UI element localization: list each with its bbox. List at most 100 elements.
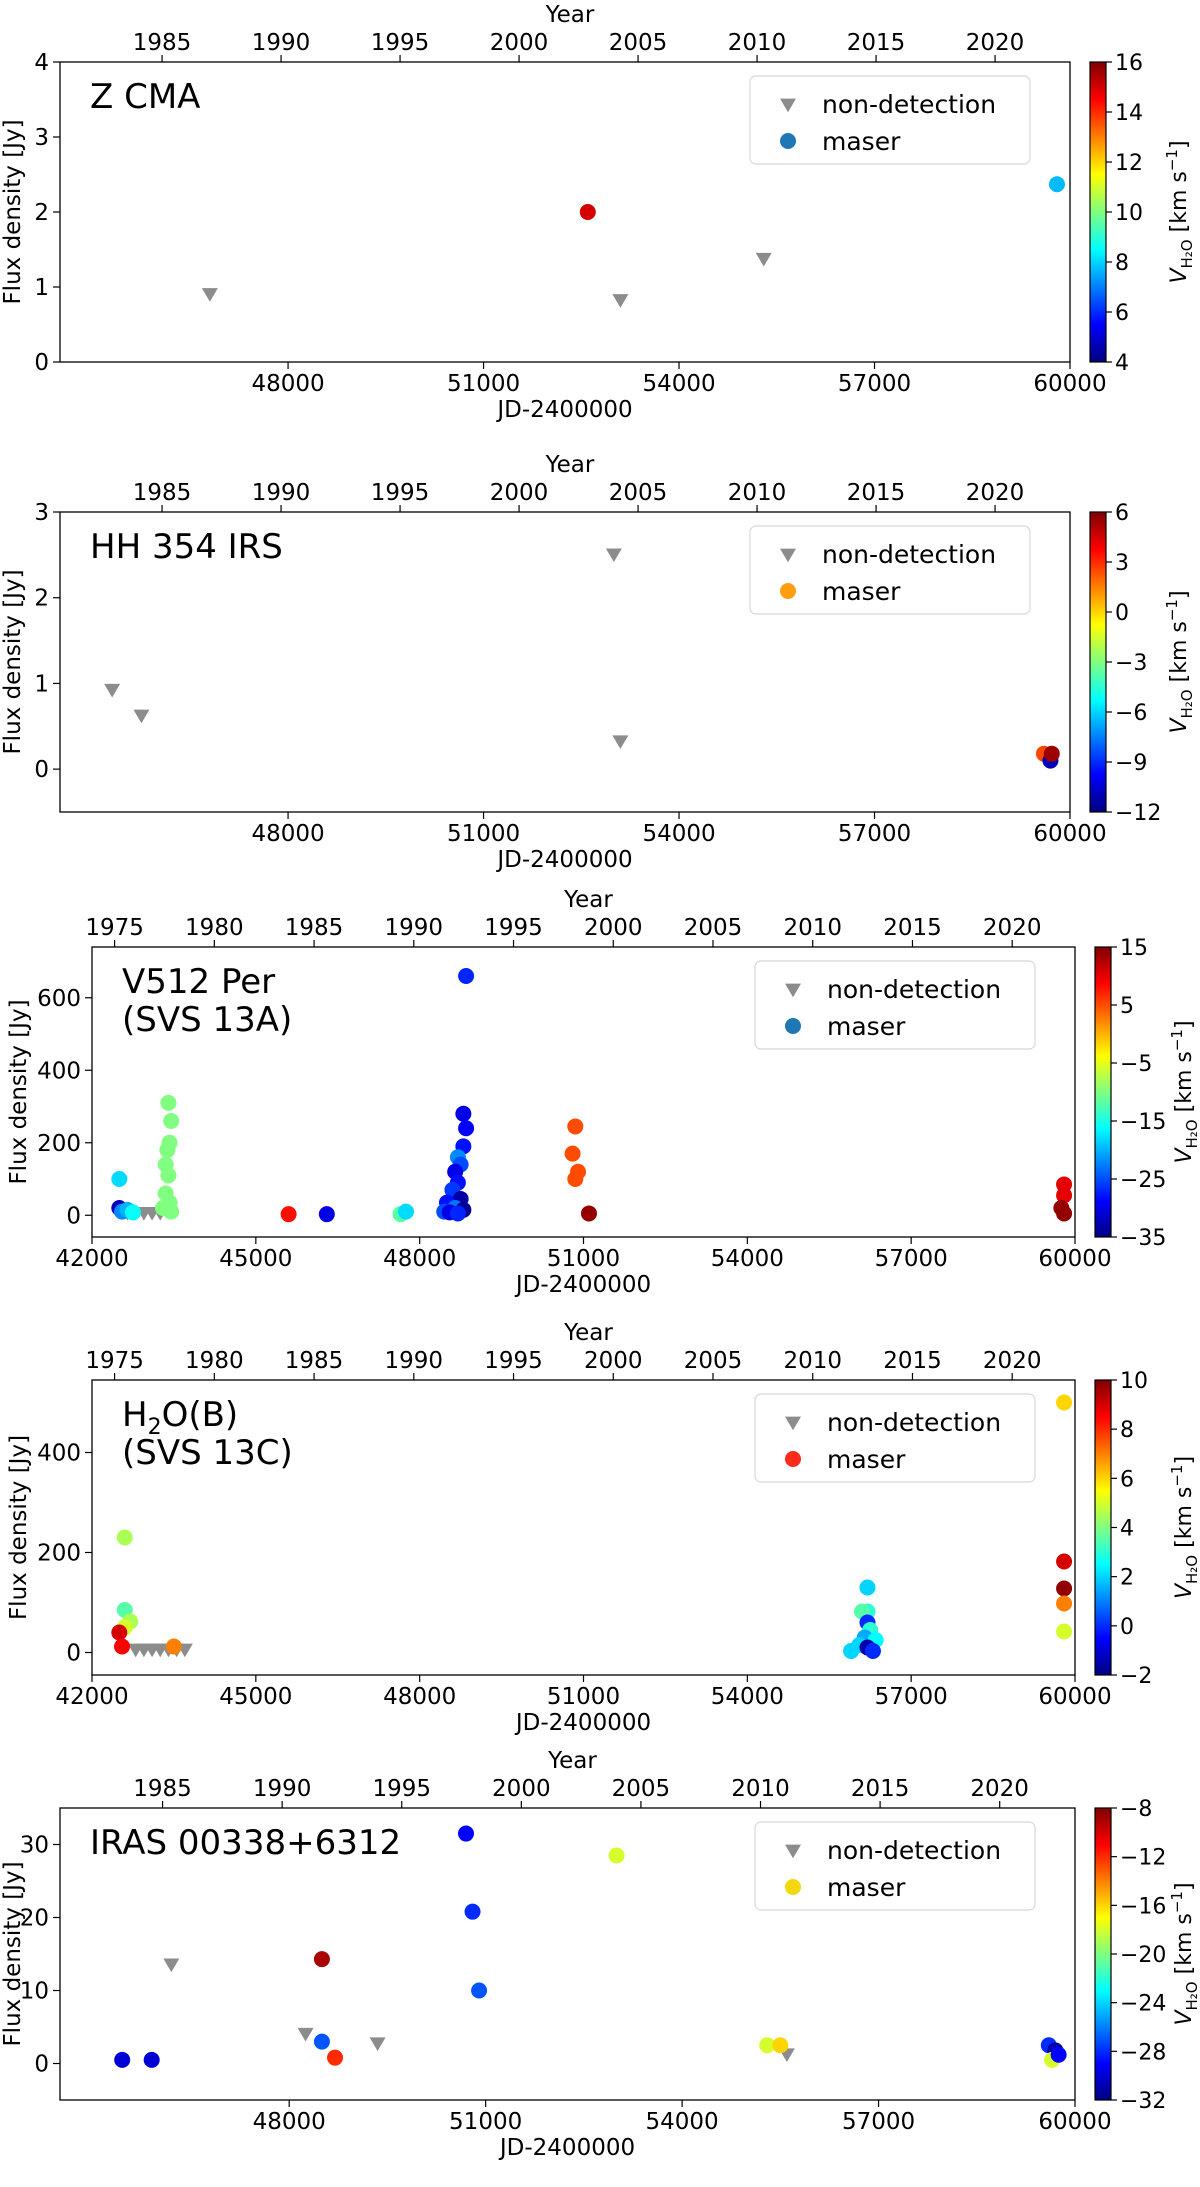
top-tick-label: 2015 bbox=[847, 480, 906, 506]
non-detection-marker bbox=[104, 683, 121, 698]
top-tick-label: 2020 bbox=[983, 1348, 1042, 1374]
top-tick-label: 2000 bbox=[492, 1776, 551, 1802]
colorbar-tick-label: 2 bbox=[1120, 1566, 1134, 1591]
non-detection-marker bbox=[612, 735, 629, 749]
top-tick-label: 2000 bbox=[584, 915, 643, 941]
x-tick-label: 54000 bbox=[642, 371, 715, 397]
x-tick-label: 60000 bbox=[1033, 821, 1106, 847]
legend-label-maser: maser bbox=[827, 1012, 906, 1041]
maser-point bbox=[859, 1579, 876, 1596]
maser-point bbox=[1056, 1394, 1073, 1411]
data-layer bbox=[114, 1825, 1067, 2068]
top-axis-label: Year bbox=[545, 2, 595, 28]
maser-point bbox=[163, 1113, 180, 1129]
maser-point bbox=[163, 1203, 180, 1220]
colorbar-tick-label: 16 bbox=[1115, 51, 1143, 76]
colorbar-label-v: V bbox=[1172, 1582, 1197, 1599]
top-tick-label: 2010 bbox=[783, 915, 842, 941]
panel-title: IRAS 00338+6312 bbox=[90, 1823, 401, 1863]
x-tick-label: 48000 bbox=[383, 1684, 456, 1710]
legend-maser-icon bbox=[785, 1018, 801, 1034]
non-detection-marker bbox=[133, 709, 150, 724]
x-tick-label: 51000 bbox=[547, 1684, 620, 1710]
colorbar-label-sup: −1 bbox=[1163, 149, 1181, 171]
colorbar-label: VH₂O [km s−1] bbox=[1168, 1456, 1200, 1599]
x-tick-label: 57000 bbox=[875, 1246, 948, 1272]
maser-point bbox=[1056, 1187, 1073, 1204]
top-axis-label: Year bbox=[563, 1320, 613, 1346]
maser-point bbox=[458, 968, 475, 984]
top-tick-label: 1990 bbox=[385, 1348, 444, 1374]
colorbar-label-sup: −1 bbox=[1163, 599, 1181, 621]
x-tick-label: 54000 bbox=[646, 2109, 719, 2135]
top-tick-label: 1995 bbox=[484, 1348, 543, 1374]
colorbar-tick-label: 0 bbox=[1115, 601, 1129, 626]
top-tick-label: 2010 bbox=[728, 480, 787, 506]
y-tick-label: 3 bbox=[34, 500, 49, 526]
x-tick-label: 51000 bbox=[449, 2109, 522, 2135]
data-layer bbox=[111, 968, 1073, 1223]
top-tick-label: 2005 bbox=[684, 1348, 743, 1374]
maser-point bbox=[449, 1205, 466, 1222]
x-tick-label: 60000 bbox=[1038, 1246, 1111, 1272]
colorbar-tick-label: −16 bbox=[1120, 1894, 1166, 1919]
data-layer bbox=[201, 176, 1065, 308]
top-tick-label: 1990 bbox=[252, 30, 311, 56]
x-tick-label: 51000 bbox=[447, 371, 520, 397]
maser-point bbox=[280, 1206, 297, 1223]
colorbar bbox=[1094, 946, 1112, 1238]
legend-maser-icon bbox=[785, 1879, 801, 1895]
top-axis-label: Year bbox=[547, 1748, 597, 1774]
colorbar-tick-label: 5 bbox=[1120, 994, 1134, 1019]
legend-box bbox=[754, 1821, 1036, 1911]
legend-nondetection-icon bbox=[780, 548, 796, 563]
top-tick-label: 2020 bbox=[983, 915, 1042, 941]
legend-label-nondetection: non-detection bbox=[822, 90, 996, 119]
top-tick-label: 2005 bbox=[612, 1776, 671, 1802]
panel-2: 48000 51000 54000 57000 60000 JD-2400000 1985 1… bbox=[0, 452, 1196, 873]
non-detection-marker bbox=[755, 252, 772, 267]
maser-point bbox=[579, 204, 596, 220]
colorbar-label-unit: [km s bbox=[1172, 1051, 1197, 1119]
maser-point bbox=[772, 2037, 789, 2054]
x-axis-label: JD-2400000 bbox=[514, 1710, 651, 1736]
y-tick-label: 3 bbox=[34, 125, 49, 151]
legend-label-maser: maser bbox=[822, 577, 901, 606]
maser-point bbox=[160, 1094, 177, 1111]
top-tick-label: 1985 bbox=[285, 915, 344, 941]
top-tick-label: 1985 bbox=[285, 1348, 344, 1374]
legend-label-nondetection: non-detection bbox=[827, 1408, 1001, 1437]
top-tick-label: 2020 bbox=[966, 30, 1025, 56]
colorbar-label-sub: H₂O bbox=[1178, 689, 1196, 718]
x-tick-label: 42000 bbox=[55, 1684, 128, 1710]
colorbar-tick-label: −20 bbox=[1120, 1943, 1166, 1968]
x-tick-label: 57000 bbox=[875, 1684, 948, 1710]
top-tick-label: 1990 bbox=[253, 1776, 312, 1802]
colorbar-label-sup: −1 bbox=[1168, 1891, 1186, 1913]
maser-point bbox=[327, 2049, 344, 2066]
non-detection-marker bbox=[297, 2027, 314, 2042]
x-tick-label: 48000 bbox=[253, 2109, 326, 2135]
y-tick-label: 600 bbox=[37, 986, 81, 1012]
y-tick-label: 10 bbox=[20, 1979, 49, 2005]
maser-point bbox=[580, 1205, 597, 1222]
y-tick-label: 0 bbox=[66, 1203, 81, 1229]
colorbar-tick-label: 8 bbox=[1120, 1418, 1134, 1443]
colorbar-label-v: V bbox=[1167, 267, 1192, 284]
x-tick-label: 54000 bbox=[711, 1246, 784, 1272]
top-tick-label: 2010 bbox=[731, 1776, 790, 1802]
x-axis-label: JD-2400000 bbox=[498, 2135, 635, 2161]
maser-point bbox=[567, 1171, 584, 1187]
colorbar-tick-label: 6 bbox=[1115, 501, 1129, 526]
x-tick-label: 57000 bbox=[842, 2109, 915, 2135]
panel-title: HH 354 IRS bbox=[90, 527, 283, 567]
top-axis-label: Year bbox=[563, 887, 613, 913]
maser-point bbox=[111, 1171, 128, 1187]
maser-point bbox=[1056, 1595, 1073, 1612]
colorbar-label: VH₂O [km s−1] bbox=[1168, 1020, 1200, 1163]
colorbar-tick-label: 6 bbox=[1115, 301, 1129, 326]
x-axis-label: JD-2400000 bbox=[495, 847, 632, 873]
x-tick-label: 51000 bbox=[447, 821, 520, 847]
panel-title-subscript: 2 bbox=[148, 1415, 162, 1440]
colorbar-tick-label: 8 bbox=[1115, 251, 1129, 276]
